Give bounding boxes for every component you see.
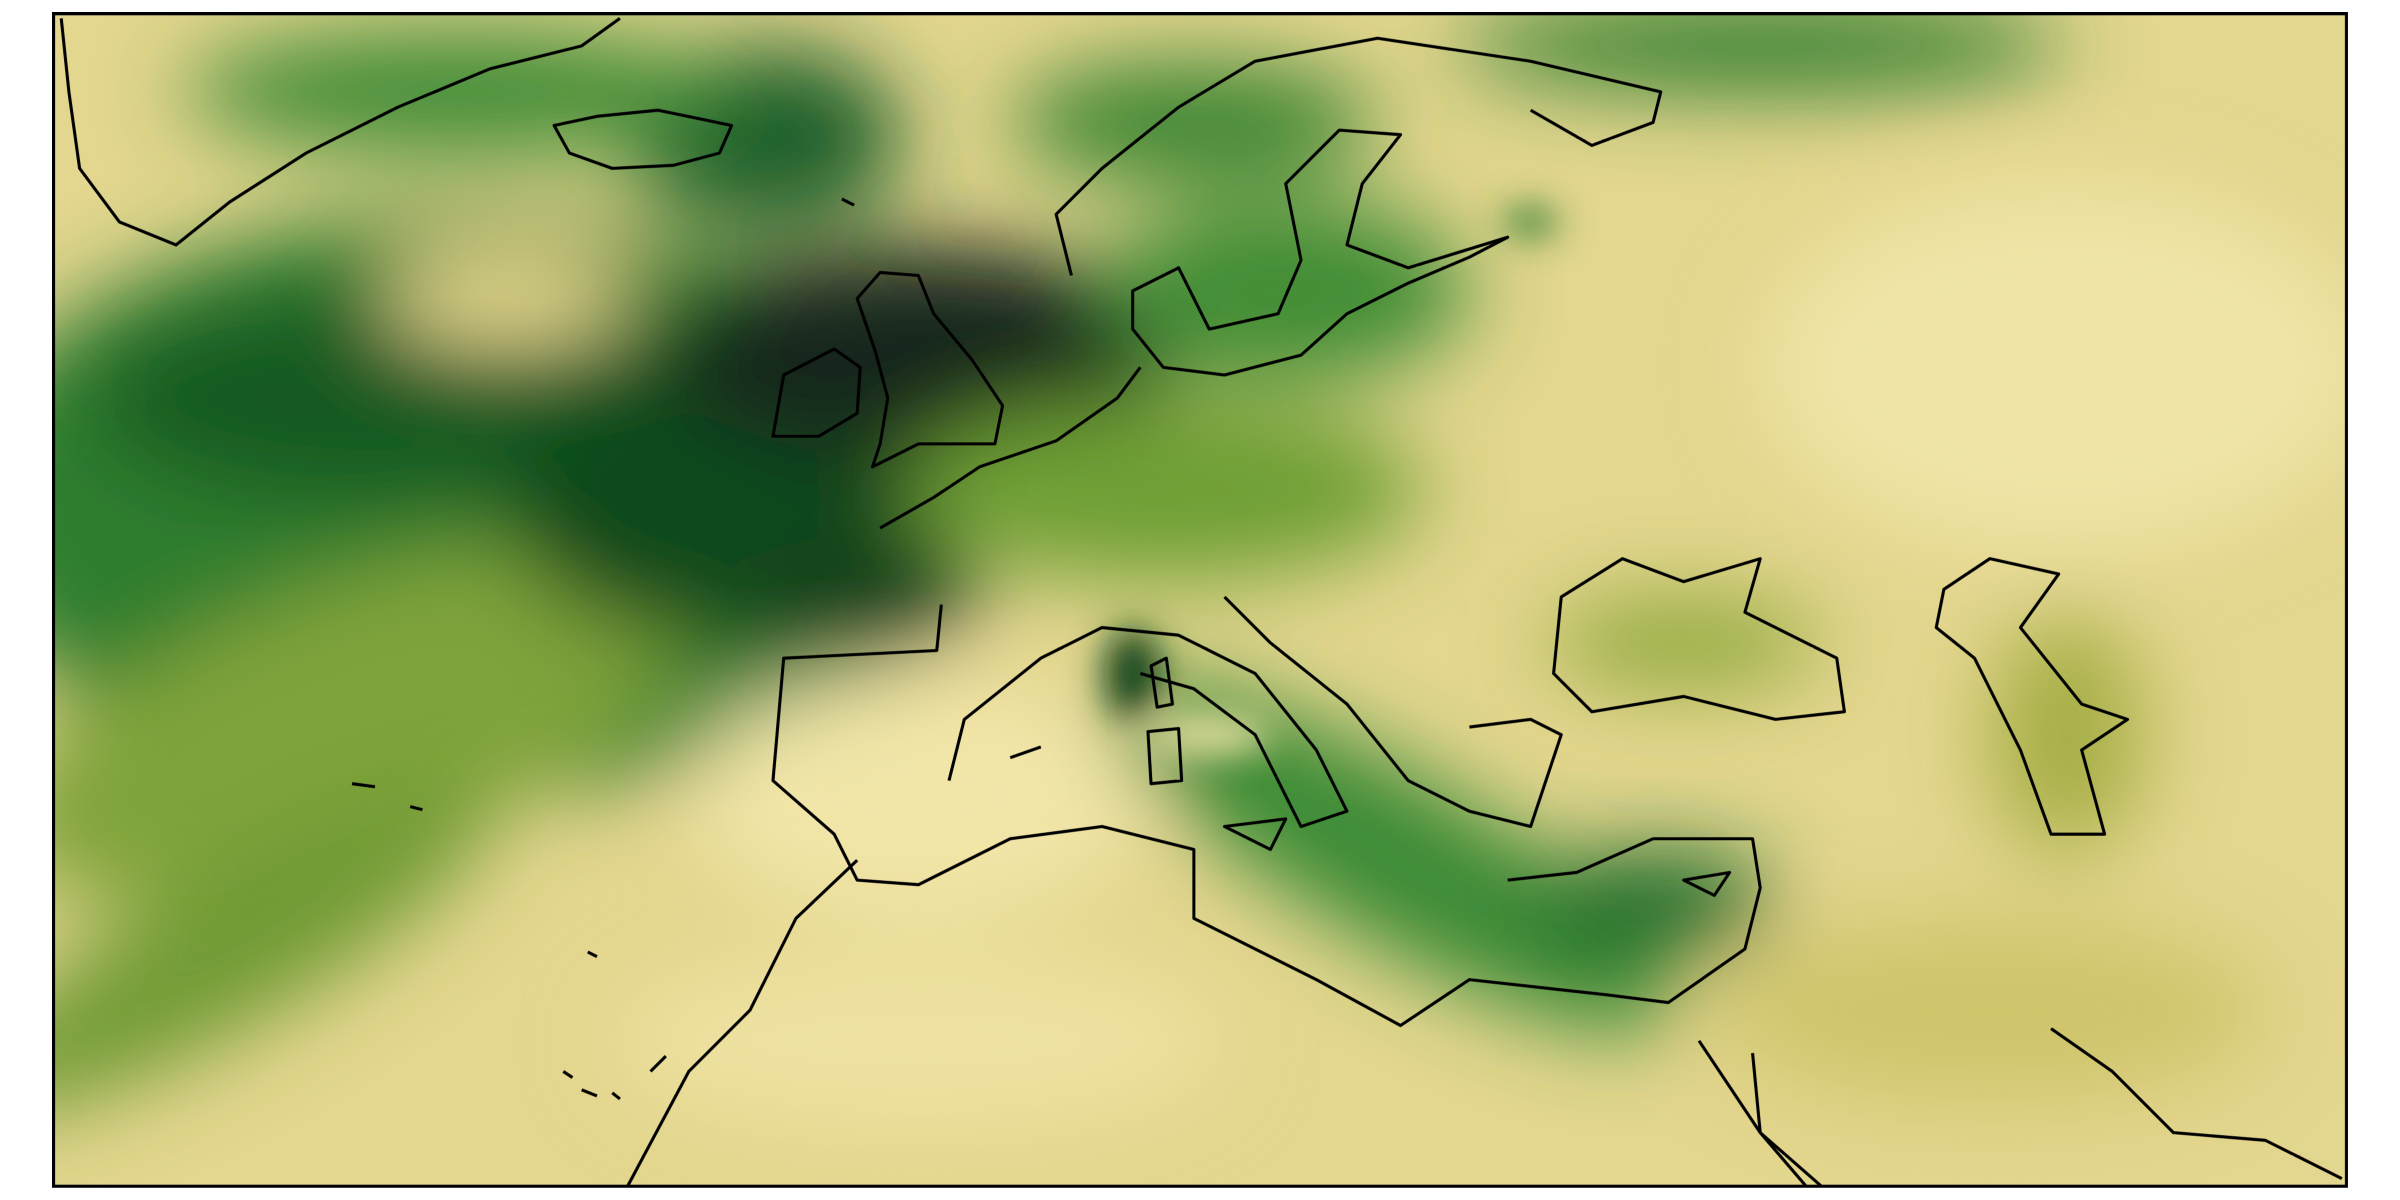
corsica-sardinia-coast [1146, 656, 1184, 786]
africa-coast [626, 859, 859, 1187]
france-coast [947, 626, 1349, 829]
map-frame [52, 12, 2348, 1188]
continent-coast [879, 366, 1142, 530]
cyprus-coast [1682, 870, 1732, 897]
islands-coast [351, 197, 1042, 1101]
arabia-coast [2050, 1027, 2343, 1180]
coastlines [59, 17, 2343, 1188]
balkan-coast [1223, 595, 1563, 829]
iberia-coast [771, 604, 1762, 1028]
black-sea-coast [1552, 557, 1846, 721]
caspian-coast [1934, 557, 2130, 836]
norway-coast [1054, 36, 1663, 276]
field [53, 13, 2347, 1187]
field-details [1105, 206, 1559, 754]
greenland-coast [59, 17, 621, 247]
sicily-coast [1222, 817, 1288, 852]
red-sea-coast [1697, 1039, 1823, 1188]
britain-coast [855, 270, 1005, 469]
iceland-coast [552, 108, 734, 170]
field-blobs [53, 13, 2347, 1133]
ireland-coast [771, 347, 862, 438]
baltic-coast [1131, 128, 1510, 377]
